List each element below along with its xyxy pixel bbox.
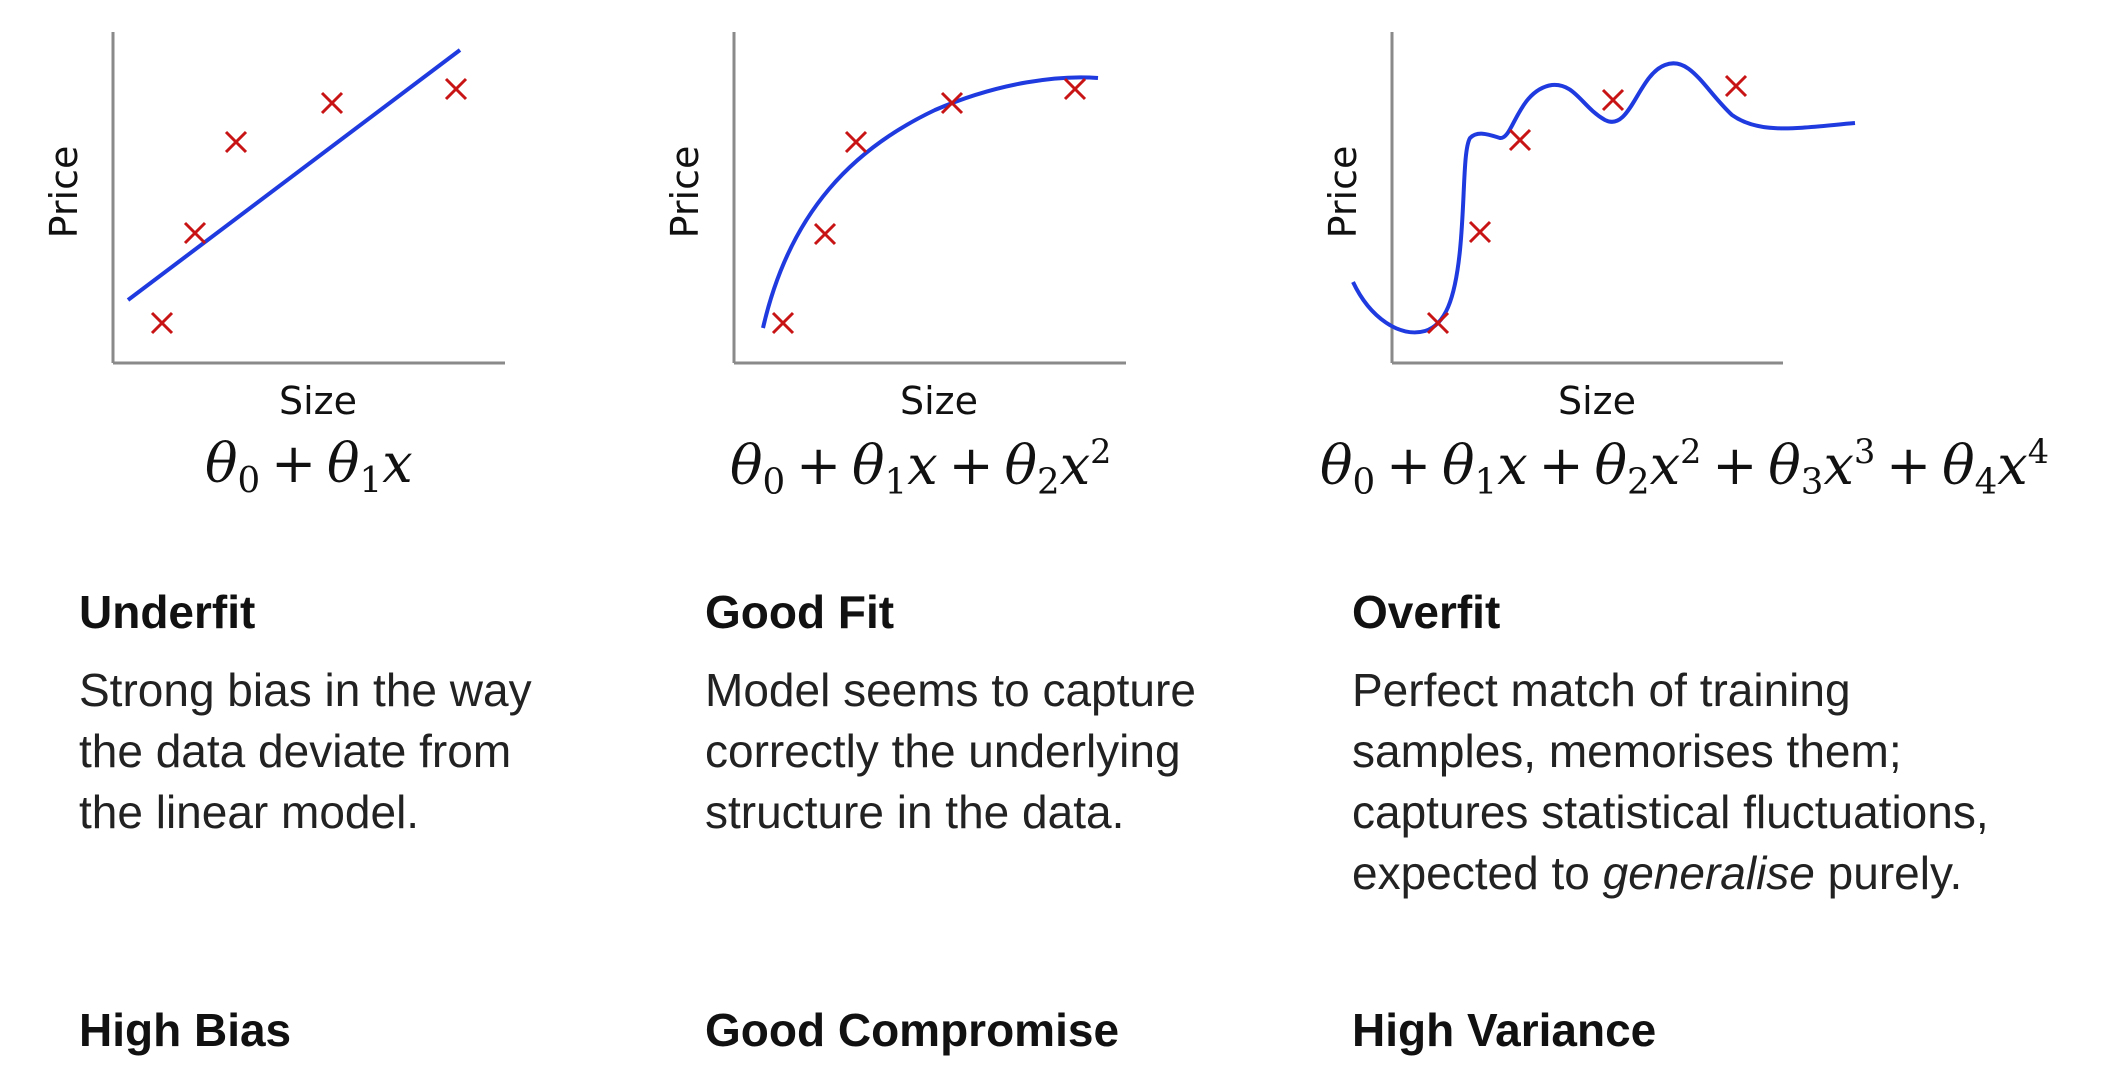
formula-symbol: θ — [1768, 433, 1801, 497]
data-point-marker — [771, 311, 795, 335]
formula-subscript: 1 — [884, 461, 908, 503]
y-axis-label: Price — [1321, 146, 1365, 239]
formula-symbol: x — [907, 433, 938, 497]
data-point-marker — [844, 130, 868, 154]
data-point-marker — [444, 77, 468, 101]
description-text: purely. — [1814, 847, 1963, 899]
formula-subscript: 1 — [1474, 461, 1498, 503]
formula-subscript: 2 — [1037, 461, 1060, 503]
description-text: expected to — [1352, 847, 1603, 899]
fit-line — [126, 48, 462, 302]
data-point-marker — [183, 221, 207, 245]
formula-operator: + — [1701, 433, 1769, 497]
formula-symbol: θ — [1320, 433, 1353, 497]
fit-description: Perfect match of training samples, memor… — [1352, 660, 1989, 904]
formula-operator: + — [260, 432, 328, 495]
formula-symbol: x — [382, 432, 413, 495]
formula-symbol: θ — [1594, 433, 1628, 497]
formula-symbol: x — [1497, 433, 1528, 497]
formula-subscript: 4 — [1974, 461, 1998, 503]
description-line: structure in the data. — [705, 786, 1125, 838]
y-axis-label: Price — [42, 146, 86, 239]
description-line: expected to generalise purely. — [1352, 843, 1989, 904]
formula-symbol: θ — [1004, 433, 1038, 497]
formula-subscript: 0 — [762, 461, 786, 503]
formula-symbol: θ — [205, 432, 238, 495]
x-axis-label: Size — [900, 379, 978, 423]
tradeoff-label: Good Compromise — [705, 1004, 1120, 1056]
data-point-marker — [1508, 128, 1532, 152]
fit-curve — [761, 75, 1099, 329]
formula: θ0 + θ1x + θ2x2 — [730, 432, 1111, 503]
formula-superscript: 4 — [2027, 432, 2050, 471]
fit-title: Underfit — [79, 586, 256, 638]
description-line: Strong bias in the way — [79, 664, 532, 716]
description-line: samples, memorises them; — [1352, 725, 1902, 777]
formula-symbol: x — [1059, 433, 1091, 497]
data-point-marker — [940, 91, 964, 115]
data-point-marker — [813, 222, 837, 246]
formula-symbol: θ — [1442, 433, 1475, 497]
formula-symbol: x — [1649, 433, 1681, 497]
y-axis-label: Price — [663, 146, 707, 239]
description-line: the linear model. — [79, 786, 420, 838]
tradeoff-label: High Variance — [1352, 1004, 1657, 1056]
formula-subscript: 0 — [237, 459, 261, 501]
description-line: Model seems to capture — [705, 664, 1196, 716]
data-point-marker — [1724, 74, 1748, 98]
formula-operator: + — [1375, 433, 1443, 497]
description-line: captures statistical fluctuations, — [1352, 786, 1989, 838]
formula: θ0 + θ1x — [205, 432, 413, 501]
plot-overfit: Price Size — [1321, 32, 1856, 423]
fit-description: Model seems to capture correctly the und… — [705, 660, 1196, 843]
formula-operator: + — [1527, 433, 1595, 497]
data-point-marker — [1468, 220, 1492, 244]
formula-operator: + — [1875, 433, 1943, 497]
formula-subscript: 1 — [359, 459, 383, 501]
data-point-marker — [1601, 88, 1625, 112]
formula-superscript: 3 — [1853, 432, 1876, 471]
formula-symbol: x — [1997, 433, 2028, 497]
panel-overfit: Price Size θ0 + θ1x + θ2x2 + θ3x3 + θ4x4… — [1320, 0, 2104, 1066]
formula: θ0 + θ1x + θ2x2 + θ3x3 + θ4x4 — [1320, 432, 2049, 503]
formula-subscript: 0 — [1352, 461, 1376, 503]
description-line: Perfect match of training — [1352, 664, 1851, 716]
formula-symbol: θ — [730, 433, 763, 497]
data-point-marker — [1063, 77, 1087, 101]
tradeoff-label: High Bias — [79, 1004, 292, 1056]
x-axis-label: Size — [279, 379, 357, 423]
data-point-marker — [150, 311, 174, 335]
panel-good-fit: Price Size θ0 + θ1x + θ2x2 Good Fit Mode… — [660, 0, 1320, 1066]
formula-superscript: 2 — [1090, 432, 1112, 471]
description-line: correctly the underlying — [705, 725, 1181, 777]
fit-curve — [1351, 61, 1856, 335]
description-line: the data deviate from — [79, 725, 512, 777]
formula-operator: + — [785, 433, 853, 497]
formula-symbol: θ — [1942, 433, 1975, 497]
data-point-marker — [1426, 311, 1450, 335]
description-emphasis: generalise — [1602, 847, 1815, 899]
fit-description: Strong bias in the way the data deviate … — [79, 660, 532, 843]
formula-superscript: 2 — [1680, 432, 1702, 471]
data-point-marker — [320, 91, 344, 115]
formula-subscript: 2 — [1627, 461, 1650, 503]
plot-good-fit: Price Size — [663, 32, 1126, 423]
fit-title: Overfit — [1352, 586, 1501, 638]
formula-symbol: θ — [852, 433, 885, 497]
panel-underfit: Price Size θ0 + θ1x Underfit Strong bias… — [0, 0, 660, 1066]
fit-title: Good Fit — [705, 586, 895, 638]
plot-underfit: Price Size — [42, 32, 505, 423]
x-axis-label: Size — [1558, 379, 1636, 423]
data-point-marker — [224, 130, 248, 154]
formula-symbol: θ — [327, 432, 360, 495]
formula-symbol: x — [1823, 433, 1854, 497]
formula-operator: + — [937, 433, 1005, 497]
formula-subscript: 3 — [1800, 461, 1824, 503]
